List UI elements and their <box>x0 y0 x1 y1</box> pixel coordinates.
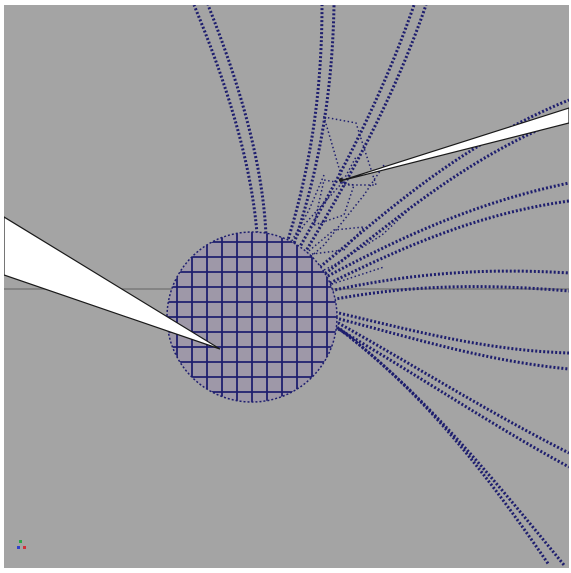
axis-gizmo-icon <box>16 538 38 560</box>
scene-canvas[interactable] <box>4 5 569 568</box>
wireframe-sphere-icon[interactable] <box>164 220 344 405</box>
3d-viewport[interactable] <box>4 5 569 568</box>
callout-icon <box>4 107 569 350</box>
